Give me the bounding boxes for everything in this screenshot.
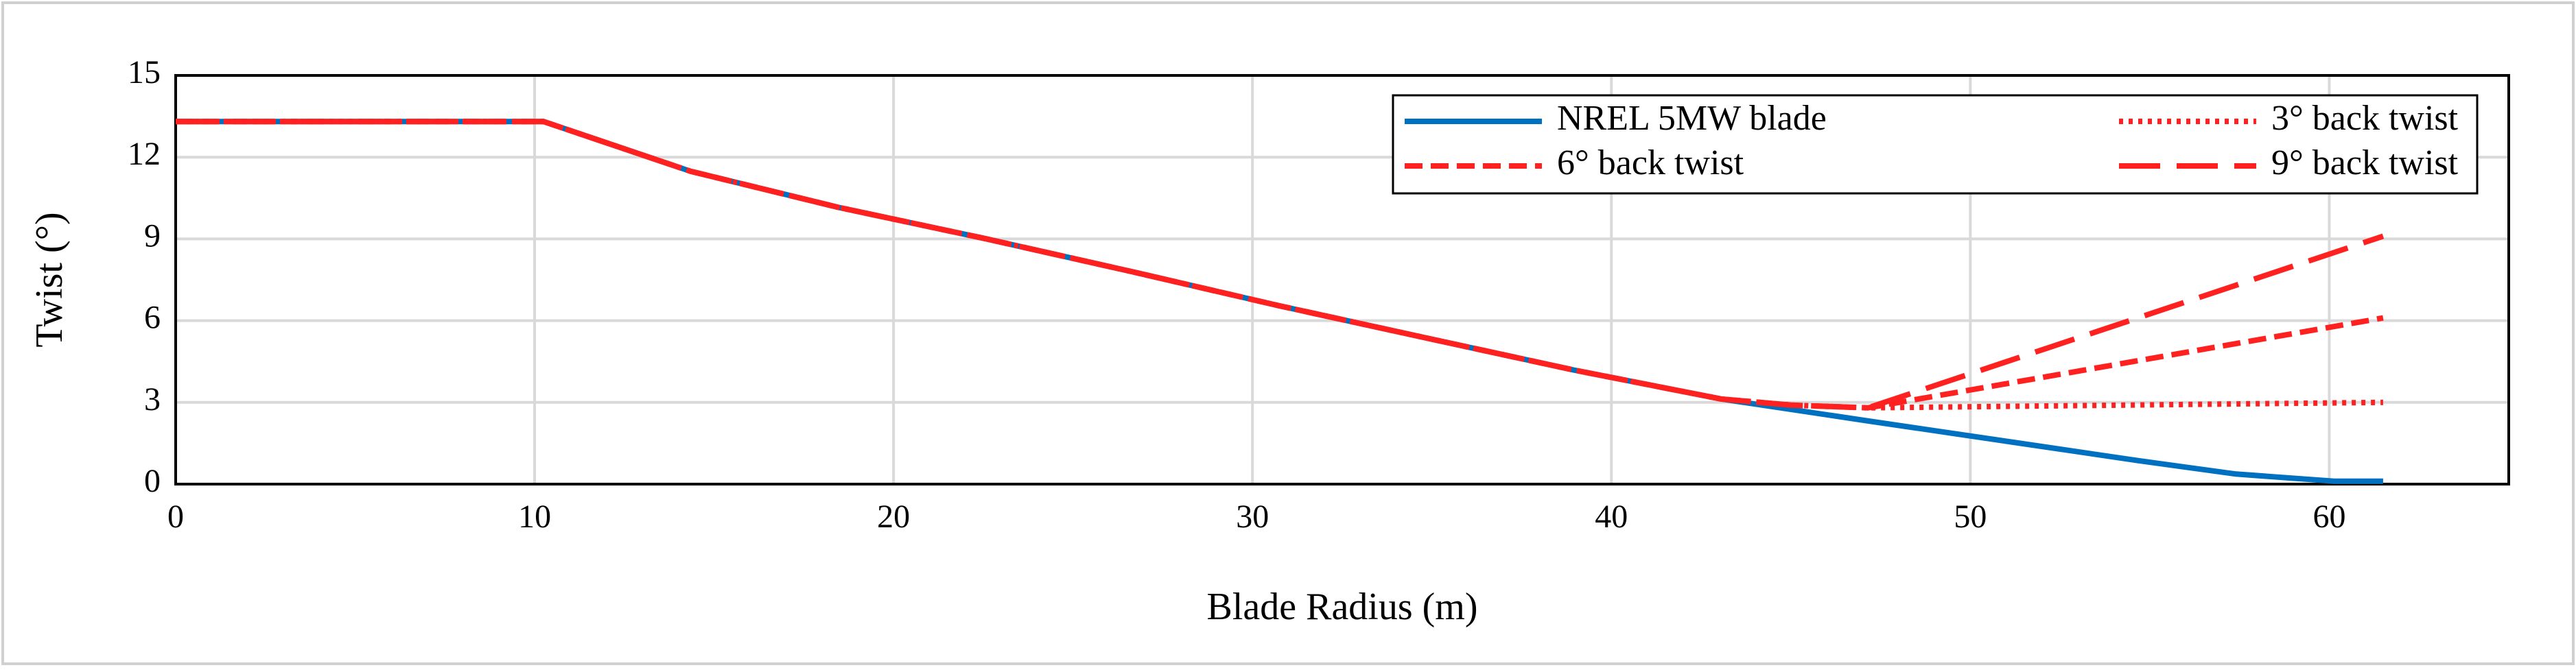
y-tick-label: 12 — [128, 136, 161, 172]
y-tick-label: 9 — [144, 217, 161, 254]
x-tick-label: 30 — [1236, 499, 1269, 535]
x-tick-label: 0 — [167, 499, 184, 535]
x-tick-label: 60 — [2312, 499, 2345, 535]
y-axis-title: Twist (°) — [28, 212, 71, 347]
x-tick-label: 50 — [1954, 499, 1987, 535]
legend-label: NREL 5MW blade — [1557, 99, 1827, 138]
x-tick-label: 40 — [1595, 499, 1628, 535]
legend-box — [1392, 94, 2479, 195]
y-tick-label: 6 — [144, 300, 161, 336]
data-line — [176, 119, 2385, 411]
legend-label: 3° back twist — [2271, 99, 2459, 138]
y-tick-label: 15 — [128, 54, 161, 91]
x-axis-title: Blade Radius (m) — [1206, 586, 1477, 628]
y-tick-label: 3 — [144, 381, 161, 418]
y-tick-label: 0 — [144, 463, 161, 499]
legend-label: 9° back twist — [2271, 143, 2459, 182]
x-tick-label: 10 — [518, 499, 551, 535]
plot-border — [174, 74, 2510, 485]
x-tick-label: 20 — [877, 499, 910, 535]
legend-label: 6° back twist — [1557, 143, 1744, 182]
